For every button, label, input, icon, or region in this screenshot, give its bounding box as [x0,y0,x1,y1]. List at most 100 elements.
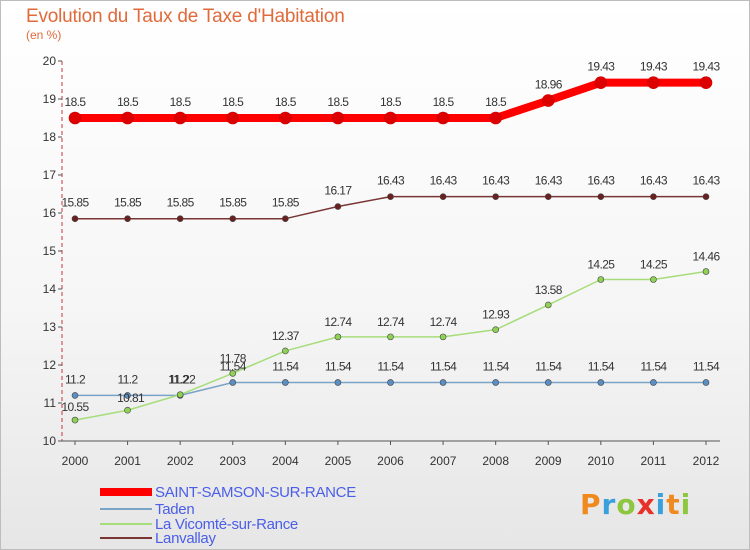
data-labels-layer: 18.5 18.5 18.5 18.5 18.5 18.5 18.5 18.5 18.5 18.9… [61,60,721,414]
logo-letter: i [655,488,667,521]
data-label: 16.43 [377,174,405,188]
data-label: 16.43 [587,174,615,188]
data-point [492,379,499,386]
legend-item: Lanvallay [100,529,216,547]
y-tick-label: 13 [43,320,57,334]
data-point [71,215,79,222]
data-label: 15.85 [167,196,195,210]
legend-label: La Vicomté-sur-Rance [155,515,298,533]
data-label: 11.54 [325,359,352,373]
chart-title: Evolution du Taux de Taxe d'Habitation [26,6,345,27]
legend-swatch [100,508,152,510]
data-point [331,111,345,125]
x-tick-label: 2009 [535,454,562,468]
logo-letter: t [666,488,681,521]
y-tick-label: 19 [43,92,57,106]
y-tick-label: 10 [43,434,57,448]
data-label: 11.2 [118,372,139,386]
data-point [282,215,289,222]
logo-letter: P [580,488,602,521]
data-label: 11.54 [220,359,247,373]
series-line [74,270,707,421]
legend-swatch [100,488,152,496]
x-tick-label: 2011 [641,454,667,468]
data-label: 11.54 [640,359,667,373]
x-tick-label: 2006 [377,454,404,468]
data-point [282,347,289,355]
data-point [124,406,131,414]
legend-item: La Vicomté-sur-Rance [100,515,298,533]
data-point [544,193,552,200]
data-label: 19.43 [587,60,615,74]
x-tick-label: 2007 [430,454,457,468]
data-label: 16.43 [692,174,720,188]
data-label: 19.43 [692,60,720,74]
logo-letter: r [601,488,617,521]
data-point [226,111,240,125]
data-point [439,333,447,341]
data-point [439,193,447,200]
legend-swatch [100,523,152,525]
legend-label: SAINT-SAMSON-SUR-RANCE [155,483,356,501]
x-tick-label: 2002 [167,454,194,468]
data-label: 14.25 [587,258,615,272]
data-point [173,111,187,125]
data-point [702,268,710,275]
data-point [71,416,79,424]
x-tick-label: 2001 [114,454,141,468]
data-point [334,379,342,386]
data-point [597,276,605,283]
y-tick-label: 14 [43,282,57,296]
data-point [702,193,710,200]
data-point [229,215,237,222]
data-point [387,379,394,386]
data-point [229,370,237,377]
y-tick-label: 15 [43,244,57,258]
data-label: 18.5 [433,95,455,109]
data-point [699,76,713,89]
data-point [597,193,605,200]
data-label: 16.43 [640,174,668,188]
data-label: 14.46 [692,250,720,264]
data-label: 18.5 [222,95,244,109]
data-point [121,111,134,125]
data-point [334,333,342,341]
data-point [650,193,657,200]
data-label: 11.2 [168,372,189,386]
data-point [594,76,608,89]
y-tick-label: 17 [43,168,57,182]
chart-unit-label: (en %) [26,28,62,42]
data-label: 19.43 [640,60,668,74]
data-label: 10.81 [117,391,145,405]
data-label: 11.22 [169,373,196,387]
data-label: 18.5 [170,95,192,109]
x-tick-label: 2003 [219,454,246,468]
data-point [544,379,552,386]
data-point [650,379,657,386]
data-label: 11.54 [535,359,562,373]
data-point [492,326,499,333]
data-point [702,379,710,386]
data-point [439,379,447,386]
x-tick-label: 2012 [693,454,720,468]
data-label: 18.96 [535,78,563,92]
x-tick-label: 2004 [272,454,299,468]
x-tick-label: 2008 [482,454,509,468]
data-point [334,203,342,210]
data-point [647,76,660,89]
legend-item: Taden [100,501,195,518]
data-label: 14.25 [640,258,668,272]
data-point [541,94,555,107]
data-point [68,111,82,125]
data-label: 11.54 [430,359,457,373]
data-label: 11.54 [483,359,510,373]
logo-letter: o [616,488,637,521]
legend-item: SAINT-SAMSON-SUR-RANCE [100,483,356,501]
data-point [282,379,289,386]
y-tick-label: 11 [44,396,57,410]
data-point [176,215,184,222]
legend-label: Lanvallay [155,529,216,547]
logo-letter: x [636,488,656,521]
